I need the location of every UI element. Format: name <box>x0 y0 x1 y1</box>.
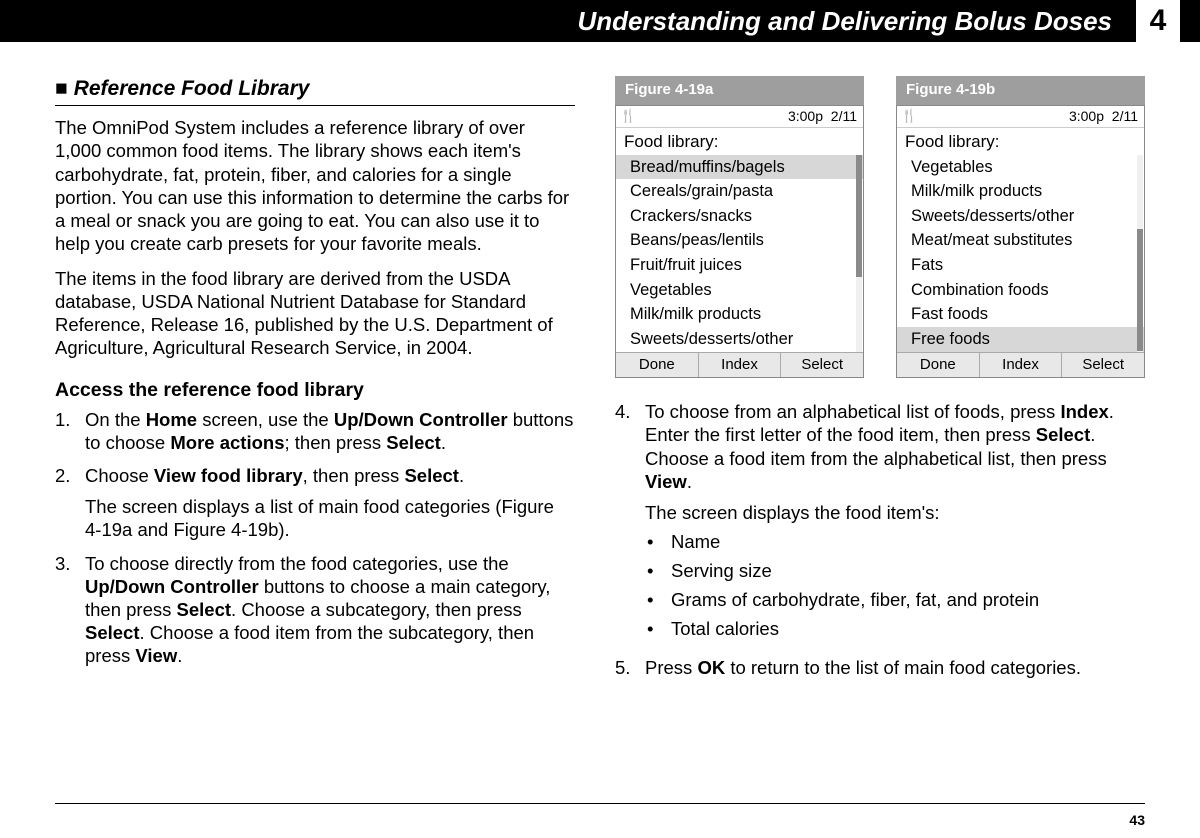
step-number: 1. <box>55 408 85 454</box>
chapter-number: 4 <box>1136 0 1180 42</box>
device-screen-a: 🍴 3:00p 2/11 Food library: Bread/muffins… <box>615 105 864 379</box>
bullet-item: •Name <box>645 530 1145 553</box>
subheading: Access the reference food library <box>55 378 575 402</box>
screen-title: Food library: <box>616 128 863 154</box>
figure-4-19b: Figure 4-19b 🍴 3:00p 2/11 Food library: … <box>896 76 1145 378</box>
status-time: 3:00p <box>788 108 823 124</box>
screen-list-a: Bread/muffins/bagelsCereals/grain/pastaC… <box>616 155 863 352</box>
bullet-item: •Serving size <box>645 559 1145 582</box>
screen-title: Food library: <box>897 128 1144 154</box>
softkey-bar: DoneIndexSelect <box>897 352 1144 378</box>
fork-icon: 🍴 <box>620 108 636 124</box>
bullet-item: •Total calories <box>645 617 1145 640</box>
step-text: To choose from an alphabetical list of f… <box>645 400 1145 646</box>
figure-caption: Figure 4-19b <box>896 76 1145 105</box>
scroll-thumb[interactable] <box>856 155 862 277</box>
header-title: Understanding and Delivering Bolus Doses <box>577 6 1112 37</box>
bullet-dot-icon: • <box>645 530 671 553</box>
status-bar: 🍴 3:00p 2/11 <box>897 106 1144 129</box>
step-3: 3. To choose directly from the food cate… <box>55 552 575 668</box>
softkey-done[interactable]: Done <box>616 353 699 378</box>
steps-list-left: 1. On the Home screen, use the Up/Down C… <box>55 408 575 667</box>
list-item[interactable]: Vegetables <box>897 155 1144 180</box>
step-4-bullets: •Name•Serving size•Grams of carbohydrate… <box>645 530 1145 641</box>
step-number: 3. <box>55 552 85 668</box>
bullet-dot-icon: • <box>645 588 671 611</box>
step-number: 5. <box>615 656 645 679</box>
list-item[interactable]: Sweets/desserts/other <box>897 204 1144 229</box>
status-time: 3:00p <box>1069 108 1104 124</box>
page-number: 43 <box>1129 812 1145 828</box>
list-item[interactable]: Cereals/grain/pasta <box>616 179 863 204</box>
softkey-index[interactable]: Index <box>699 353 782 378</box>
intro-paragraph-1: The OmniPod System includes a reference … <box>55 116 575 255</box>
step-5: 5. Press OK to return to the list of mai… <box>615 656 1145 679</box>
softkey-select[interactable]: Select <box>781 353 863 378</box>
bullet-text: Name <box>671 530 720 553</box>
list-item[interactable]: Beans/peas/lentils <box>616 228 863 253</box>
list-item[interactable]: Milk/milk products <box>616 302 863 327</box>
status-date: 2/11 <box>831 108 857 124</box>
bullet-dot-icon: • <box>645 617 671 640</box>
step-text: Press OK to return to the list of main f… <box>645 656 1145 679</box>
section-bullet-icon: ■ <box>55 77 68 100</box>
bullet-text: Total calories <box>671 617 779 640</box>
scroll-thumb[interactable] <box>1137 229 1143 351</box>
softkey-done[interactable]: Done <box>897 353 980 378</box>
status-date: 2/11 <box>1112 108 1138 124</box>
status-right: 3:00p 2/11 <box>1069 108 1138 126</box>
list-item[interactable]: Combination foods <box>897 278 1144 303</box>
softkey-select[interactable]: Select <box>1062 353 1144 378</box>
left-column: ■ Reference Food Library The OmniPod Syst… <box>55 76 575 690</box>
page-body: ■ Reference Food Library The OmniPod Syst… <box>0 42 1200 690</box>
step-text: To choose directly from the food categor… <box>85 552 575 668</box>
bullet-text: Grams of carbohydrate, fiber, fat, and p… <box>671 588 1039 611</box>
step-text: On the Home screen, use the Up/Down Cont… <box>85 408 575 454</box>
list-item[interactable]: Fast foods <box>897 302 1144 327</box>
list-item[interactable]: Milk/milk products <box>897 179 1144 204</box>
section-title: Reference Food Library <box>74 77 310 100</box>
softkey-index[interactable]: Index <box>980 353 1063 378</box>
screen-list-b: VegetablesMilk/milk productsSweets/desse… <box>897 155 1144 352</box>
scrollbar[interactable] <box>1137 155 1143 352</box>
list-item[interactable]: Vegetables <box>616 278 863 303</box>
section-heading: ■ Reference Food Library <box>55 76 575 106</box>
step-number: 4. <box>615 400 645 646</box>
figure-caption: Figure 4-19a <box>615 76 864 105</box>
list-item[interactable]: Bread/muffins/bagels <box>616 155 863 180</box>
step-text: Choose View food library, then press Sel… <box>85 464 575 541</box>
list-item[interactable]: Crackers/snacks <box>616 204 863 229</box>
step-2-sub: The screen displays a list of main food … <box>85 495 575 541</box>
status-right: 3:00p 2/11 <box>788 108 857 126</box>
list-item[interactable]: Free foods <box>897 327 1144 352</box>
list-item[interactable]: Fats <box>897 253 1144 278</box>
step-4: 4. To choose from an alphabetical list o… <box>615 400 1145 646</box>
step-2: 2. Choose View food library, then press … <box>55 464 575 541</box>
bullet-dot-icon: • <box>645 559 671 582</box>
status-bar: 🍴 3:00p 2/11 <box>616 106 863 129</box>
softkey-bar: DoneIndexSelect <box>616 352 863 378</box>
page-header: Understanding and Delivering Bolus Doses… <box>0 0 1200 42</box>
figures-row: Figure 4-19a 🍴 3:00p 2/11 Food library: … <box>615 76 1145 378</box>
fork-icon: 🍴 <box>901 108 917 124</box>
right-column: Figure 4-19a 🍴 3:00p 2/11 Food library: … <box>615 76 1145 690</box>
list-item[interactable]: Meat/meat substitutes <box>897 228 1144 253</box>
step-number: 2. <box>55 464 85 541</box>
bullet-item: •Grams of carbohydrate, fiber, fat, and … <box>645 588 1145 611</box>
step-4-sub-intro: The screen displays the food item's: <box>645 501 1145 524</box>
steps-list-right: 4. To choose from an alphabetical list o… <box>615 400 1145 679</box>
list-item[interactable]: Fruit/fruit juices <box>616 253 863 278</box>
footer-rule <box>55 803 1145 804</box>
list-item[interactable]: Sweets/desserts/other <box>616 327 863 352</box>
intro-paragraph-2: The items in the food library are derive… <box>55 267 575 360</box>
scrollbar[interactable] <box>856 155 862 352</box>
bullet-text: Serving size <box>671 559 772 582</box>
step-1: 1. On the Home screen, use the Up/Down C… <box>55 408 575 454</box>
device-screen-b: 🍴 3:00p 2/11 Food library: VegetablesMil… <box>896 105 1145 379</box>
figure-4-19a: Figure 4-19a 🍴 3:00p 2/11 Food library: … <box>615 76 864 378</box>
